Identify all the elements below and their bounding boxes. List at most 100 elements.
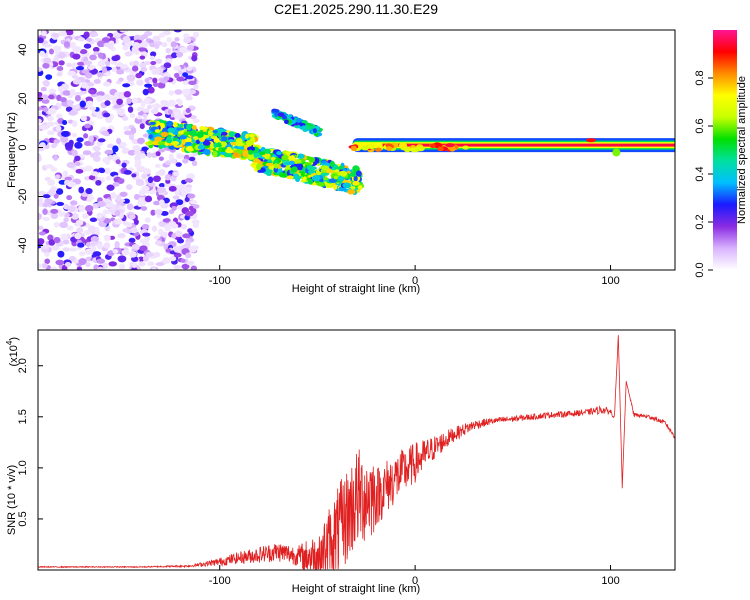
noise-cell <box>173 112 180 117</box>
noise-cell <box>119 141 127 148</box>
noise-cell <box>162 218 171 223</box>
noise-cell <box>65 106 73 112</box>
noise-cell <box>58 51 66 59</box>
carrier-knot <box>612 148 621 157</box>
noise-cell <box>129 113 136 119</box>
noise-cell <box>38 231 46 236</box>
noise-cell <box>120 64 129 69</box>
spectrogram-xlabel: Height of straight line (km) <box>292 283 420 295</box>
noise-cell <box>68 247 77 252</box>
noise-cell <box>47 130 55 136</box>
noise-cell <box>67 119 74 124</box>
noise-cell <box>171 205 177 211</box>
noise-cell <box>142 108 150 113</box>
noise-cell <box>97 138 106 143</box>
noise-cell <box>168 101 177 107</box>
noise-cell <box>192 31 200 39</box>
noise-cell <box>42 216 50 222</box>
noise-cell <box>168 221 176 226</box>
noise-cell <box>112 249 119 254</box>
noise-cell <box>190 265 198 270</box>
noise-cell <box>50 212 59 220</box>
noise-cell <box>66 99 73 107</box>
noise-cell <box>78 258 87 266</box>
noise-cell <box>180 258 186 263</box>
noise-cell <box>152 77 158 84</box>
noise-cell <box>182 233 191 239</box>
noise-cell <box>103 209 110 214</box>
noise-cell <box>111 55 120 62</box>
noise-cell <box>60 233 69 241</box>
noise-cell <box>116 69 125 75</box>
noise-cell <box>176 51 183 58</box>
noise-cell <box>93 78 101 84</box>
noise-cell <box>168 158 177 164</box>
noise-cell <box>114 241 120 249</box>
noise-cell <box>42 107 49 112</box>
noise-cell <box>71 132 78 138</box>
noise-cell <box>77 242 85 248</box>
noise-cell <box>129 227 138 234</box>
snr-series-line <box>38 335 675 570</box>
noise-cell <box>152 35 161 42</box>
branch-cell <box>165 120 174 127</box>
branch-cell <box>328 178 338 183</box>
branch-cell <box>185 146 195 152</box>
upper-branch-cell <box>295 117 302 123</box>
noise-cell <box>151 225 158 232</box>
branch-cell <box>167 127 176 133</box>
noise-cell <box>132 60 140 67</box>
branch-cell <box>300 171 305 177</box>
spectrogram-ytick-label: 20 <box>17 92 29 104</box>
noise-cell <box>133 193 140 200</box>
noise-cell <box>64 142 74 149</box>
colorbar-tick-label: 0.2 <box>694 214 706 229</box>
snr-multiplier-exponent: 4 <box>5 340 14 345</box>
noise-cell <box>75 66 85 71</box>
noise-cell <box>68 110 78 116</box>
noise-cell <box>107 43 114 50</box>
noise-cell <box>55 259 65 266</box>
noise-cell <box>173 171 179 177</box>
noise-cell <box>85 205 94 212</box>
snr-plot-area <box>38 335 675 570</box>
spectrogram-ytick-label: 40 <box>17 43 29 55</box>
noise-cell <box>142 232 151 237</box>
branch-cell <box>355 170 362 177</box>
noise-cell <box>116 194 122 202</box>
noise-cell <box>144 83 153 88</box>
noise-cell <box>81 81 88 89</box>
noise-cell <box>132 144 141 152</box>
spectrogram-panel: -100 0 100 -40 -20 0 20 40 Height of straight l… <box>6 29 676 295</box>
noise-cell <box>66 62 73 68</box>
noise-cell <box>174 89 183 95</box>
noise-cell <box>125 184 133 190</box>
noise-cell <box>80 115 88 122</box>
noise-cell <box>158 220 167 227</box>
noise-cell <box>52 45 62 52</box>
noise-cell <box>38 190 47 196</box>
branch-cell <box>296 153 305 159</box>
branch-cell <box>267 159 273 163</box>
noise-cell <box>188 156 196 162</box>
branch-cell <box>329 160 335 168</box>
noise-cell <box>166 37 172 43</box>
snr-multiplier: (x104) <box>5 337 20 367</box>
upper-branch-cell <box>301 125 307 130</box>
noise-cell <box>164 174 172 181</box>
noise-cell <box>142 255 150 262</box>
noise-cell <box>139 123 145 130</box>
branch-cell <box>159 144 167 149</box>
branch-cell <box>353 175 358 182</box>
noise-cell <box>38 197 43 203</box>
noise-cell <box>93 51 100 56</box>
noise-cell <box>185 75 194 80</box>
noise-cell <box>115 159 121 165</box>
branch-cell <box>325 182 334 189</box>
noise-cell <box>96 141 103 147</box>
branch-cell <box>221 136 228 142</box>
noise-cell <box>171 233 177 239</box>
noise-cell <box>70 200 78 206</box>
snr-xlabel: Height of straight line (km) <box>292 583 420 595</box>
noise-cell <box>192 118 200 123</box>
